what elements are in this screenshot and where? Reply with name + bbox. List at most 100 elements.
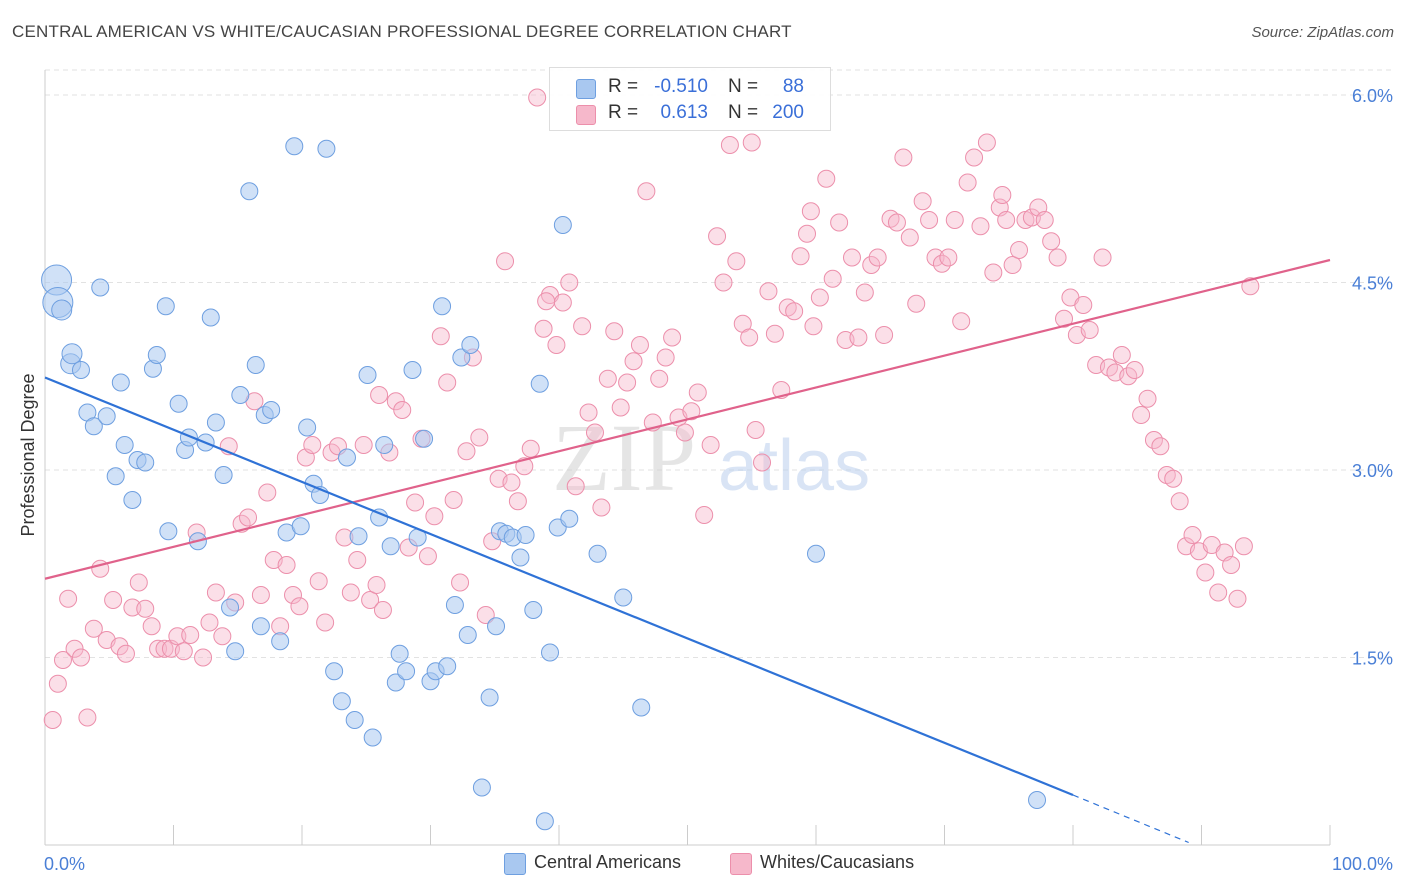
data-point-white-caucasian (508, 492, 527, 511)
data-point-central-american (115, 436, 134, 454)
data-point-white-caucasian (842, 248, 861, 267)
data-point-white-caucasian (537, 292, 556, 311)
data-point-white-caucasian (785, 302, 804, 321)
data-point-central-american (345, 711, 364, 729)
data-point-central-american (214, 466, 233, 484)
data-point-white-caucasian (993, 186, 1012, 204)
data-point-central-american (271, 632, 290, 651)
data-point-white-caucasian (438, 373, 457, 392)
data-point-white-caucasian (598, 369, 617, 388)
data-point-white-caucasian (129, 573, 148, 592)
data-point-white-caucasian (753, 453, 772, 472)
data-point-white-caucasian (952, 312, 971, 331)
data-point-white-caucasian (316, 613, 335, 632)
data-point-white-caucasian (939, 248, 958, 267)
data-point-white-caucasian (742, 133, 761, 152)
data-point-white-caucasian (958, 173, 977, 192)
y-tick-label: 1.5% (1352, 649, 1393, 669)
data-point-central-american (262, 401, 281, 419)
data-point-central-american (632, 698, 651, 717)
data-point-central-american (201, 308, 220, 327)
data-point-white-caucasian (1010, 241, 1029, 259)
data-point-central-american (588, 544, 607, 563)
bottom-legend-label: Central Americans (534, 852, 682, 872)
data-point-central-american (445, 596, 464, 614)
data-point-white-caucasian (258, 483, 277, 502)
data-point-white-caucasian (791, 247, 810, 266)
bottom-legend-swatch-pink (730, 853, 752, 875)
data-point-white-caucasian (341, 583, 360, 602)
data-point-central-american (516, 526, 535, 544)
data-point-central-american (349, 527, 368, 546)
data-point-white-caucasian (457, 442, 476, 461)
data-point-white-caucasian (1196, 563, 1215, 582)
data-point-white-caucasian (830, 213, 849, 232)
data-point-white-caucasian (945, 211, 964, 229)
legend-r-value: 0.613 (660, 102, 708, 123)
data-point-central-american (106, 467, 125, 486)
y-axis-label: Professional Degree (18, 373, 38, 536)
data-point-central-american (524, 601, 543, 619)
data-point-central-american (332, 692, 351, 711)
trend-line-white-caucasian (44, 258, 1331, 580)
data-point-white-caucasian (817, 169, 836, 188)
data-point-white-caucasian (592, 498, 611, 517)
x-tick-label: 100.0% (1332, 854, 1393, 874)
data-point-white-caucasian (579, 403, 598, 422)
data-point-central-american (84, 417, 103, 436)
data-point-white-caucasian (708, 227, 727, 246)
data-point-white-caucasian (303, 436, 322, 454)
data-point-central-american (403, 361, 422, 379)
data-point-white-caucasian (560, 273, 579, 292)
data-point-white-caucasian (965, 148, 984, 167)
data-point-white-caucasian (1183, 526, 1202, 544)
data-point-central-american (285, 137, 304, 156)
data-point-white-caucasian (1042, 232, 1061, 251)
data-point-white-caucasian (444, 491, 463, 509)
data-point-white-caucasian (682, 402, 701, 421)
data-point-central-american (375, 436, 394, 454)
data-point-central-american (111, 373, 130, 392)
data-point-white-caucasian (727, 252, 746, 271)
data-point-white-caucasian (309, 572, 328, 591)
bottom-legend-swatch-blue (504, 853, 526, 875)
source-label: Source: ZipAtlas.com (1251, 24, 1394, 41)
x-tick-label: 0.0% (44, 854, 85, 874)
data-point-white-caucasian (84, 619, 103, 638)
data-point-white-caucasian (528, 88, 547, 107)
data-point-central-american (397, 662, 416, 681)
data-point-white-caucasian (801, 202, 820, 221)
data-point-white-caucasian (650, 369, 669, 388)
watermark-zip: ZIP (552, 404, 696, 511)
data-point-white-caucasian (110, 637, 129, 656)
data-point-central-american (386, 673, 405, 692)
data-point-white-caucasian (823, 269, 842, 288)
data-point-white-caucasian (71, 648, 90, 667)
data-point-central-american (363, 728, 382, 747)
data-point-white-caucasian (361, 591, 380, 609)
data-point-white-caucasian (194, 648, 213, 667)
data-point-central-american (553, 216, 572, 234)
data-point-white-caucasian (1170, 492, 1189, 511)
data-point-white-caucasian (425, 507, 444, 526)
data-point-white-caucasian (868, 248, 887, 267)
data-point-white-caucasian (1035, 211, 1054, 229)
data-point-white-caucasian (1151, 437, 1170, 456)
data-point-central-american (123, 491, 142, 509)
data-point-central-american (415, 429, 434, 448)
data-point-white-caucasian (663, 328, 682, 347)
data-point-central-american (298, 418, 317, 437)
data-point-white-caucasian (798, 224, 817, 243)
data-point-white-caucasian (104, 591, 123, 609)
data-point-white-caucasian (984, 263, 1003, 282)
data-point-white-caucasian (1048, 248, 1067, 267)
data-point-central-american (251, 617, 270, 636)
data-point-central-american (291, 517, 310, 536)
data-point-white-caucasian (251, 586, 270, 604)
data-point-white-caucasian (418, 547, 437, 566)
data-point-white-caucasian (862, 256, 881, 274)
data-point-white-caucasian (810, 288, 829, 307)
data-point-white-caucasian (688, 383, 707, 402)
data-point-white-caucasian (476, 606, 495, 624)
data-point-central-american (231, 386, 250, 404)
